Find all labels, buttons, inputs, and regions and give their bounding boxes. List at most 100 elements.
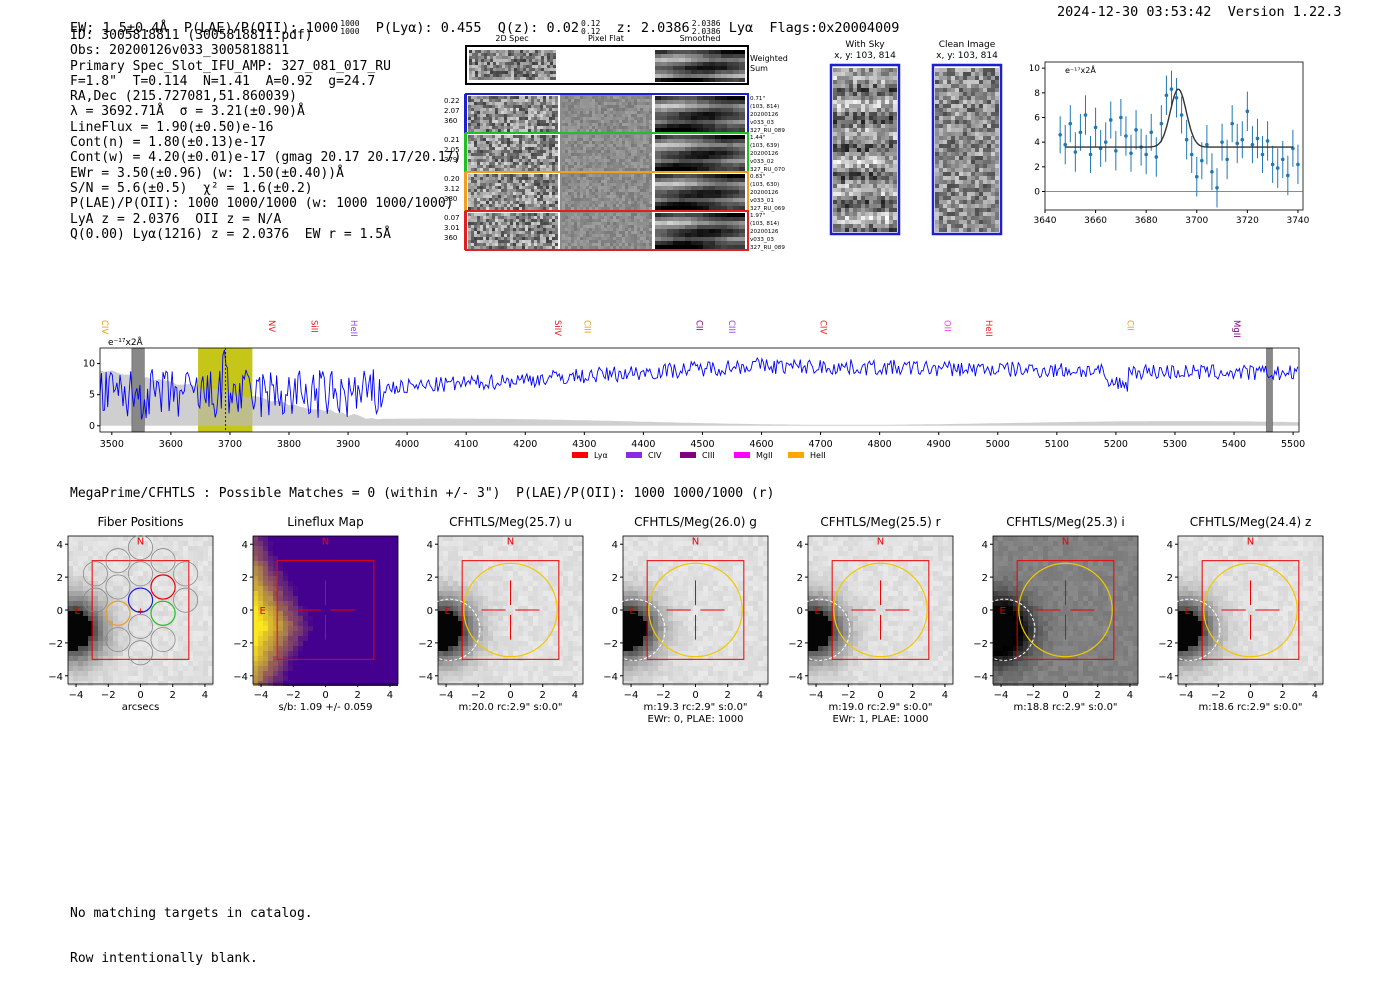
cutout-pixel <box>601 102 604 105</box>
cutout-pixel <box>703 159 709 163</box>
cutout-pixel <box>649 117 652 120</box>
cutout-pixel <box>528 114 531 117</box>
sky-pixel <box>845 196 849 200</box>
cutout-pixel <box>715 139 721 143</box>
cutout-pixel <box>607 96 610 99</box>
cutout-pixel <box>727 206 733 210</box>
cutout-pixel <box>532 53 535 56</box>
cutout-pixel <box>607 111 610 114</box>
cutout-pixel <box>504 99 507 102</box>
cutout-pixel <box>469 53 472 56</box>
sky-pixel <box>885 176 889 180</box>
cutout-pixel <box>513 162 516 165</box>
cutout-pixel <box>631 204 634 207</box>
sky-pixel <box>881 144 885 148</box>
cutout-pixel <box>697 139 703 143</box>
cutout-pixel <box>721 96 727 100</box>
cutout-pixel <box>592 243 595 246</box>
cutout-pixel <box>489 204 492 207</box>
cutout-pixel <box>489 198 492 201</box>
cutout-pixel <box>649 144 652 147</box>
sky-pixel <box>849 144 853 148</box>
cutout-pixel <box>697 74 703 78</box>
cutout-pixel <box>613 96 616 99</box>
cutout-pixel <box>634 153 637 156</box>
cutout-pixel <box>546 240 549 243</box>
cutout-pixel <box>471 234 474 237</box>
cutout-pixel <box>595 189 598 192</box>
cutout-pixel <box>679 139 685 143</box>
cutout-pixel <box>546 117 549 120</box>
cutout-pixel <box>598 126 601 129</box>
cutout-pixel <box>555 150 558 153</box>
cutout-pixel <box>619 228 622 231</box>
cutout-pixel <box>549 129 552 132</box>
cutout-pixel <box>543 135 546 138</box>
cutout-pixel <box>492 207 495 210</box>
cutout-pixel <box>501 153 504 156</box>
cutout-pixel <box>691 229 697 233</box>
cutout-pixel <box>516 189 519 192</box>
cutout-pixel <box>634 189 637 192</box>
cutout-pixel <box>504 240 507 243</box>
cutout-pixel <box>640 108 643 111</box>
cutout-pixel <box>598 159 601 162</box>
sky-pixel <box>865 96 869 100</box>
cutout-pixel <box>565 105 568 108</box>
cutout-pixel <box>492 126 495 129</box>
cutout-pixel <box>667 155 673 159</box>
cutout-pixel <box>507 123 510 126</box>
cutout-pixel <box>679 245 685 249</box>
sky-pixel <box>853 220 857 224</box>
cutout-pixel <box>634 213 637 216</box>
cutout-pixel <box>565 207 568 210</box>
cutout-pixel <box>507 165 510 168</box>
cutout-pixel <box>510 141 513 144</box>
cutout-pixel <box>484 62 487 65</box>
cutout-pixel <box>543 186 546 189</box>
cutout-pixel <box>640 105 643 108</box>
cutout-pixel <box>574 219 577 222</box>
cutout-pixel <box>472 53 475 56</box>
cutout-pixel <box>604 243 607 246</box>
sky-pixel <box>873 116 877 120</box>
cutout-pixel <box>655 225 661 229</box>
cutout-pixel <box>685 174 691 178</box>
cutout-pixel <box>583 165 586 168</box>
cutout-pixel <box>604 213 607 216</box>
cutout-pixel <box>580 243 583 246</box>
cutout-pixel <box>643 192 646 195</box>
cutout-pixel <box>519 237 522 240</box>
sky-pixel <box>853 92 857 96</box>
cutout-pixel <box>474 129 477 132</box>
cutout-pixel <box>661 139 667 143</box>
cutout-pixel <box>546 207 549 210</box>
cutout-pixel <box>607 201 610 204</box>
cutout-pixel <box>468 180 471 183</box>
cutout-pixel <box>562 162 565 165</box>
cutout-pixel <box>471 201 474 204</box>
sky-pixel <box>991 128 995 132</box>
cutout-pixel <box>528 231 531 234</box>
cutout-pixel <box>531 129 534 132</box>
cutout-pixel <box>555 108 558 111</box>
cutout-pixel <box>562 177 565 180</box>
cutout-pixel <box>562 150 565 153</box>
cutout-pixel <box>543 156 546 159</box>
sky-pixel <box>837 100 841 104</box>
cutout-pixel <box>607 99 610 102</box>
cutout-pixel <box>601 240 604 243</box>
cutout-pixel <box>526 68 529 71</box>
cutout-pixel <box>486 195 489 198</box>
cutout-pixel <box>619 159 622 162</box>
sky-pixel <box>939 156 943 160</box>
cutout-pixel <box>534 102 537 105</box>
cutout-pixel <box>507 105 510 108</box>
cutout-pixel <box>540 234 543 237</box>
cutout-pixel <box>619 177 622 180</box>
cutout-pixel <box>531 147 534 150</box>
cutout-pixel <box>616 114 619 117</box>
sky-pixel <box>987 140 991 144</box>
sky-pixel <box>865 120 869 124</box>
cutout-pixel <box>697 100 703 104</box>
